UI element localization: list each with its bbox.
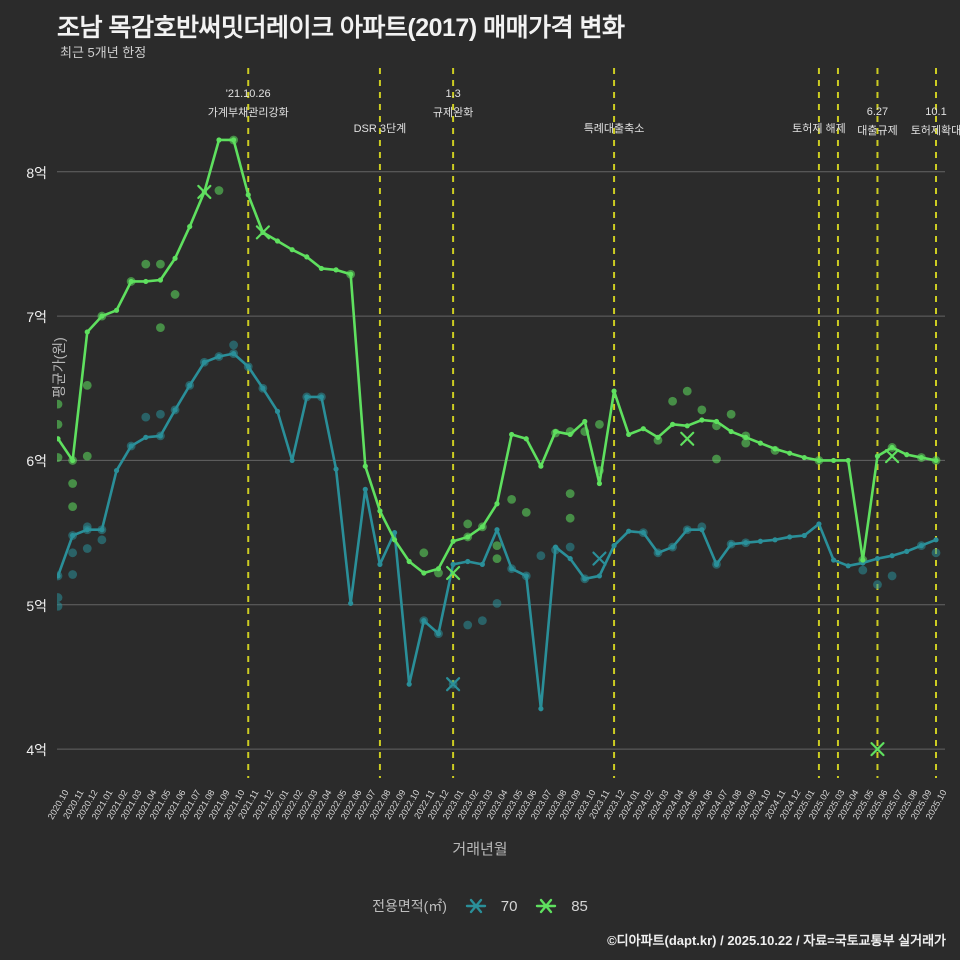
y-tick-label: 7억 [26,309,47,326]
annotation-date: 6.27 [866,106,889,118]
annotation-date: '21.10.26 [225,88,271,100]
y-tick-label: 5억 [26,597,47,614]
annotation-label: 토허제 해제 [792,123,846,135]
annotation-label: 대출규제 [857,125,898,137]
footer-credit: ©디아파트(dapt.kr) / 2025.10.22 / 자료=국토교통부 실… [607,933,946,948]
chart-svg [57,68,945,778]
x-axis-title: 거래년월 [452,841,508,858]
y-tick-label: 4억 [26,742,47,759]
annotation-date: 1.3 [445,88,461,100]
legend-title: 전용면적(㎡) [372,898,447,914]
annotation-label: DSR 3단계 [353,123,407,135]
page-title: 조남 목감호반써밋더레이크 아파트(2017) 매매가격 변화 [57,14,625,42]
y-tick-label: 8억 [26,164,47,181]
legend-marker-85 [535,898,557,914]
annotation-label: 토허제확대 [910,125,960,137]
chart-legend: 전용면적(㎡) 70 85 [0,896,960,916]
annotation-label: 규제완화 [432,107,474,119]
y-axis-title: 평균가(원) [51,337,67,398]
annotation-date: 10.1 [925,106,947,118]
annotation-label: 특례대출축소 [583,123,645,135]
annotation-label: 가계부채관리강화 [207,107,289,119]
legend-label-85: 85 [571,897,588,915]
page-subtitle: 최근 5개년 한정 [60,45,147,60]
legend-marker-70 [465,898,487,914]
legend-label-70: 70 [500,897,518,915]
y-tick-label: 6억 [26,453,47,470]
